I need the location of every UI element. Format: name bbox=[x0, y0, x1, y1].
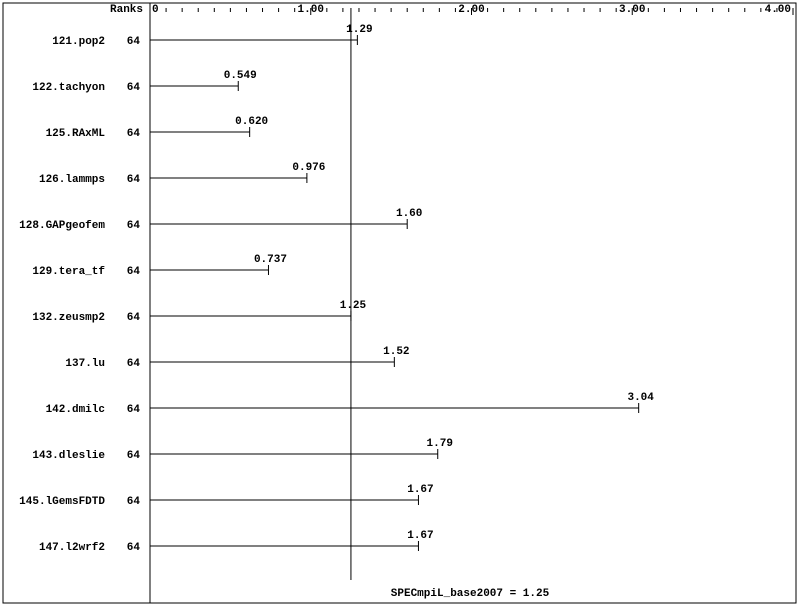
value-label: 1.67 bbox=[407, 530, 433, 542]
benchmark-name: 122.tachyon bbox=[32, 82, 105, 94]
chart-caption: SPECmpiL_base2007 = 1.25 bbox=[391, 588, 550, 600]
benchmark-name: 121.pop2 bbox=[52, 36, 105, 48]
x-tick-label: 1.00 bbox=[298, 4, 324, 16]
ranks-value: 64 bbox=[127, 174, 141, 186]
x-tick-label: 2.00 bbox=[458, 4, 484, 16]
ranks-value: 64 bbox=[127, 220, 141, 232]
value-label: 1.52 bbox=[383, 346, 409, 358]
ranks-value: 64 bbox=[127, 450, 141, 462]
benchmark-name: 129.tera_tf bbox=[32, 266, 105, 278]
value-label: 1.25 bbox=[340, 300, 367, 312]
ranks-value: 64 bbox=[127, 36, 141, 48]
ranks-value: 64 bbox=[127, 496, 141, 508]
benchmark-name: 125.RAxML bbox=[46, 128, 106, 140]
x-tick-label: 3.00 bbox=[619, 4, 645, 16]
ranks-value: 64 bbox=[127, 358, 141, 370]
value-label: 1.60 bbox=[396, 208, 422, 220]
ranks-header: Ranks bbox=[110, 4, 143, 16]
benchmark-name: 145.lGemsFDTD bbox=[19, 496, 105, 508]
chart-frame bbox=[3, 3, 796, 603]
ranks-value: 64 bbox=[127, 404, 141, 416]
value-label: 0.549 bbox=[224, 70, 257, 82]
value-label: 0.976 bbox=[292, 162, 325, 174]
value-label: 0.737 bbox=[254, 254, 287, 266]
benchmark-name: 142.dmilc bbox=[46, 404, 105, 416]
benchmark-name: 147.l2wrf2 bbox=[39, 542, 105, 554]
x-tick-label: 4.00 bbox=[765, 4, 791, 16]
ranks-value: 64 bbox=[127, 266, 141, 278]
ranks-value: 64 bbox=[127, 542, 141, 554]
ranks-value: 64 bbox=[127, 312, 141, 324]
spec-chart: Ranks 0 1.00 2.00 3.00 4.00 121.pop2 64 1.29 122.… bbox=[0, 0, 799, 606]
benchmark-name: 137.lu bbox=[65, 358, 105, 370]
benchmark-name: 126.lammps bbox=[39, 174, 105, 186]
benchmark-name: 128.GAPgeofem bbox=[19, 220, 105, 232]
value-label: 1.79 bbox=[427, 438, 453, 450]
benchmark-name: 143.dleslie bbox=[32, 450, 105, 462]
ranks-value: 64 bbox=[127, 82, 141, 94]
benchmark-name: 132.zeusmp2 bbox=[32, 312, 105, 324]
value-label: 1.67 bbox=[407, 484, 433, 496]
value-label: 1.29 bbox=[346, 24, 372, 36]
ranks-value: 64 bbox=[127, 128, 141, 140]
x-tick-label: 0 bbox=[152, 4, 159, 16]
value-label: 3.04 bbox=[627, 392, 654, 404]
value-label: 0.620 bbox=[235, 116, 268, 128]
